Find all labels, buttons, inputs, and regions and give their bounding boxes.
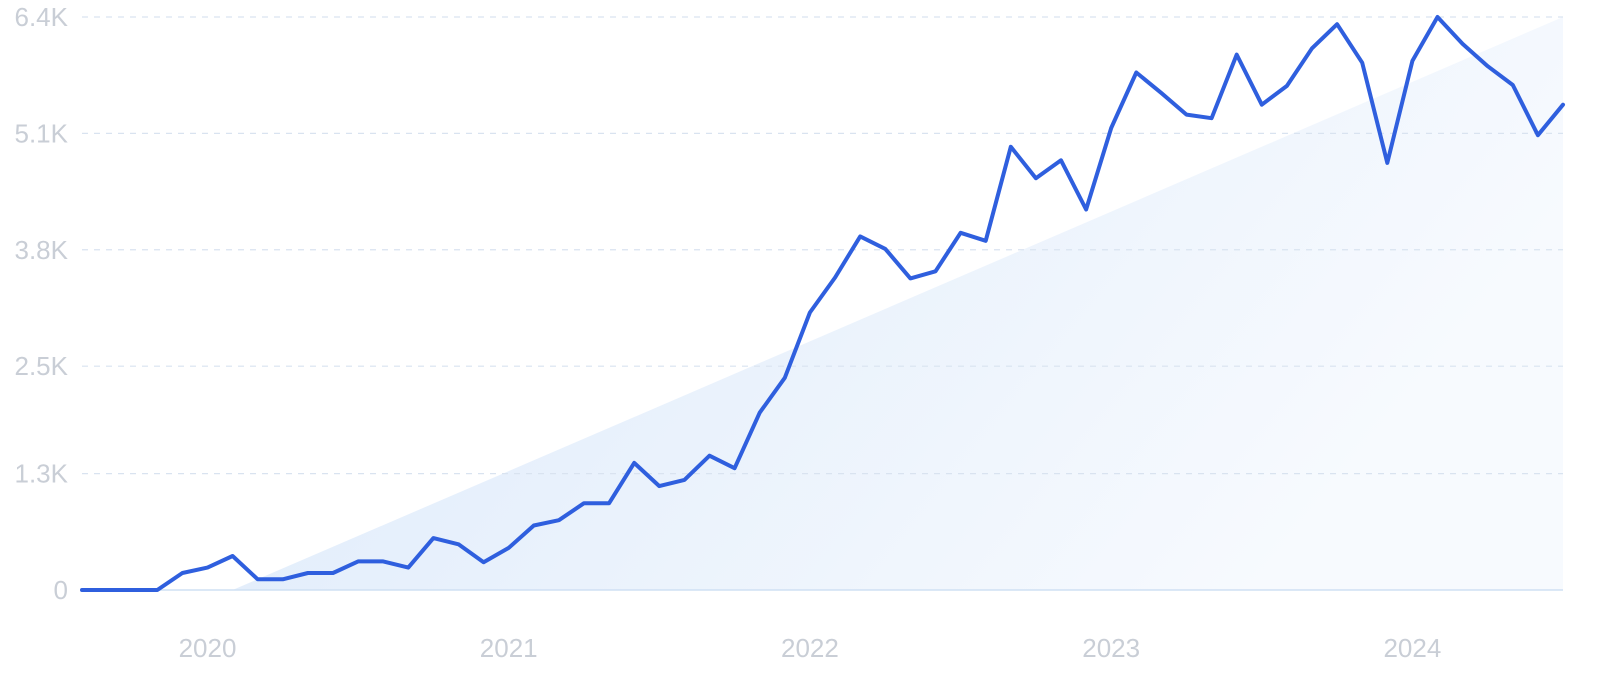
data-point	[632, 461, 636, 465]
data-point	[1310, 46, 1314, 50]
data-point	[1159, 91, 1163, 95]
y-axis-tick-labels: 0 1.3K 2.5K 3.8K 5.1K 6.4K	[15, 2, 69, 605]
data-point	[130, 588, 134, 592]
data-point	[256, 577, 260, 581]
data-point	[1134, 71, 1138, 75]
data-point	[1184, 113, 1188, 117]
x-axis-tick-labels: 2020 2021 2022 2023 2024	[179, 633, 1442, 663]
data-point	[959, 231, 963, 235]
data-point	[507, 546, 511, 550]
data-point	[984, 239, 988, 243]
data-point	[607, 501, 611, 505]
x-tick-label: 2022	[781, 633, 839, 663]
data-point	[306, 571, 310, 575]
data-point	[1210, 116, 1214, 120]
x-tick-label: 2021	[480, 633, 538, 663]
data-point	[281, 577, 285, 581]
data-point	[482, 560, 486, 564]
data-point	[883, 247, 887, 251]
data-point	[1385, 161, 1389, 165]
data-point	[155, 588, 159, 592]
x-tick-label: 2023	[1082, 633, 1140, 663]
data-point	[457, 542, 461, 546]
data-point	[1235, 53, 1239, 57]
data-point	[933, 269, 937, 273]
data-point	[808, 310, 812, 314]
series-line	[80, 15, 1565, 592]
data-point	[1486, 64, 1490, 68]
y-tick-label: 5.1K	[15, 118, 69, 148]
y-tick-label: 0	[54, 575, 68, 605]
x-tick-label: 2024	[1383, 633, 1441, 663]
y-tick-label: 2.5K	[15, 351, 69, 381]
x-tick-label: 2020	[179, 633, 237, 663]
data-point	[1009, 145, 1013, 149]
data-point	[657, 484, 661, 488]
data-point	[1410, 59, 1414, 63]
data-point	[908, 276, 912, 280]
data-point	[206, 566, 210, 570]
data-point	[733, 466, 737, 470]
data-point	[1335, 22, 1339, 26]
data-point	[758, 411, 762, 415]
data-point	[431, 536, 435, 540]
data-point	[1360, 61, 1364, 65]
data-point	[1511, 83, 1515, 87]
data-point	[1461, 42, 1465, 46]
data-point	[1034, 176, 1038, 180]
data-point	[708, 454, 712, 458]
data-point	[331, 571, 335, 575]
y-tick-label: 6.4K	[15, 2, 69, 32]
data-point	[1561, 103, 1565, 107]
data-point	[1536, 133, 1540, 137]
data-point	[1059, 158, 1063, 162]
data-point	[231, 554, 235, 558]
data-point	[356, 559, 360, 563]
data-point	[833, 276, 837, 280]
data-point	[381, 559, 385, 563]
data-point	[1435, 15, 1439, 19]
trend-band-layer	[232, 17, 1564, 590]
y-tick-label: 1.3K	[15, 459, 69, 489]
data-point	[80, 588, 84, 592]
y-tick-label: 3.8K	[15, 235, 69, 265]
data-point	[682, 478, 686, 482]
data-point	[858, 234, 862, 238]
data-point	[1260, 103, 1264, 107]
series-line-layer	[80, 15, 1565, 592]
data-point	[582, 501, 586, 505]
data-point	[783, 376, 787, 380]
data-point	[406, 566, 410, 570]
data-point	[105, 588, 109, 592]
trend-band-area	[232, 17, 1564, 590]
data-point	[1109, 126, 1113, 130]
data-point	[1285, 84, 1289, 88]
data-point	[180, 571, 184, 575]
data-point	[1084, 207, 1088, 211]
data-point	[532, 524, 536, 528]
data-point	[557, 518, 561, 522]
